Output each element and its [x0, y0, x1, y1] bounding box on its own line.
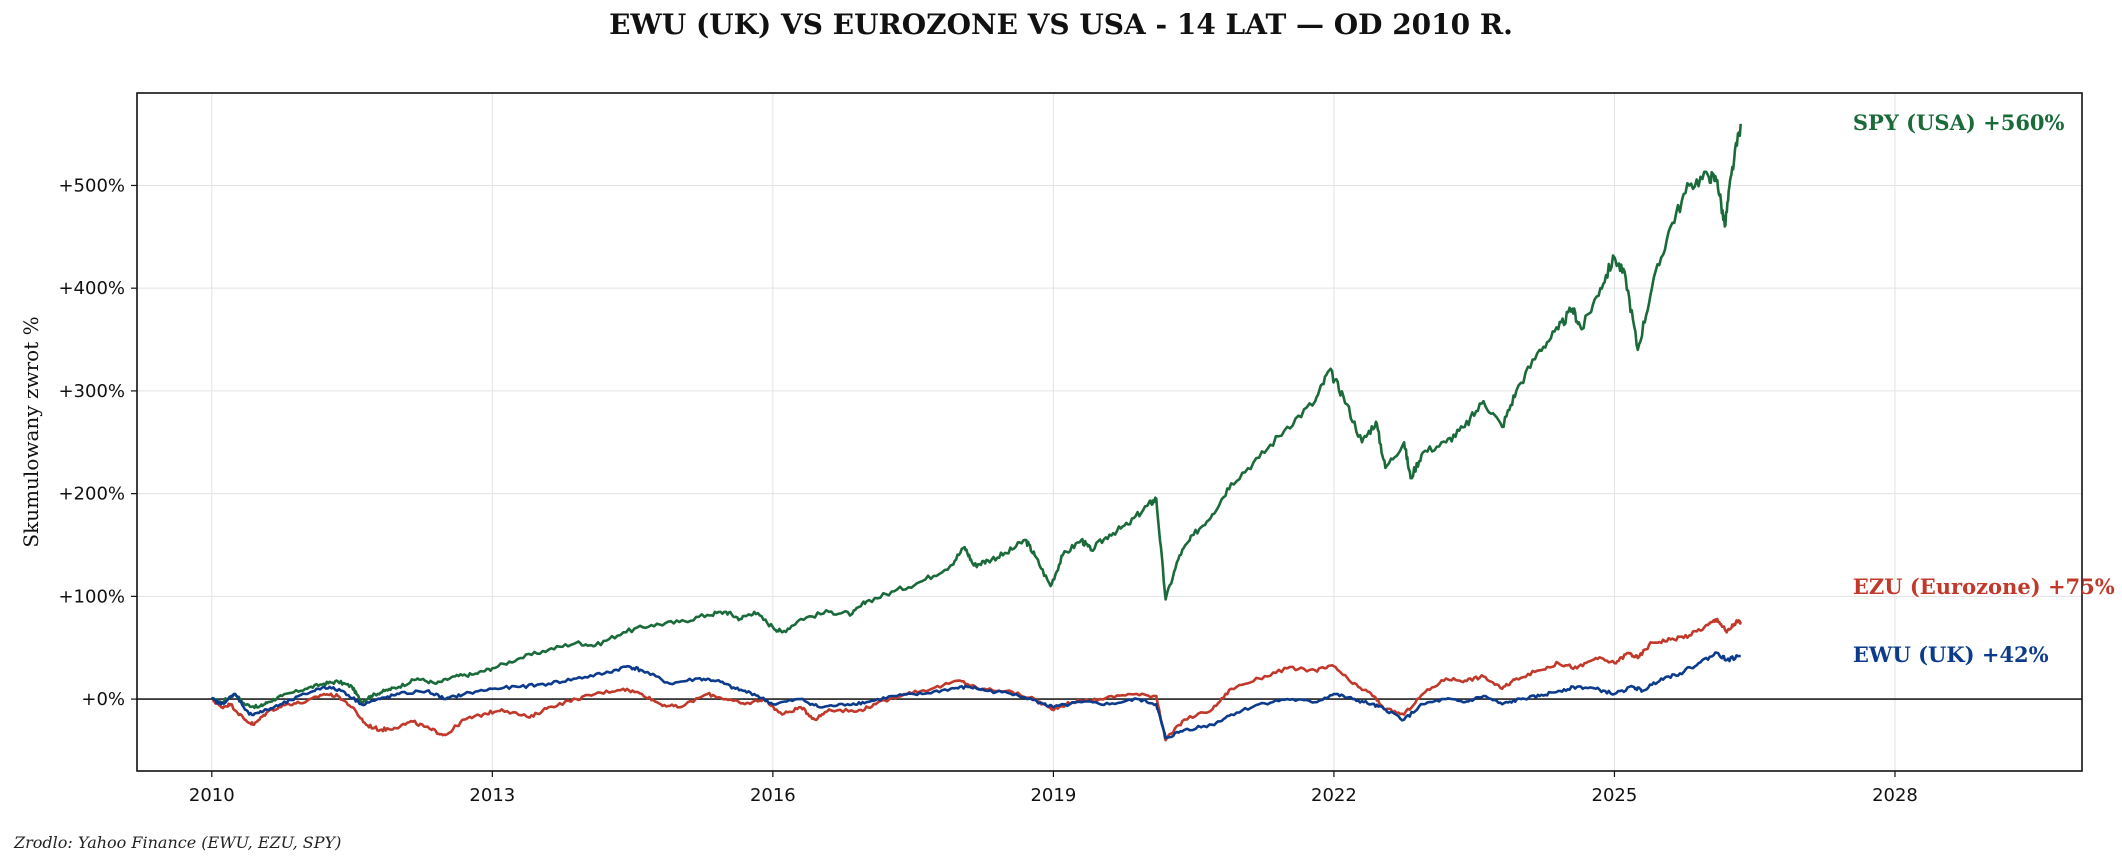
- y-tick-label: +0%: [81, 689, 125, 710]
- series-line: [211, 617, 1742, 742]
- x-tick-label: 2022: [1311, 785, 1357, 806]
- y-axis-label: Skumulowany zwrot %: [19, 316, 43, 547]
- x-tick-label: 2013: [469, 785, 515, 806]
- y-tick-label: +200%: [58, 484, 125, 505]
- x-tick-label: 2025: [1592, 785, 1638, 806]
- source-note: Zrodlo: Yahoo Finance (EWU, EZU, SPY): [14, 833, 342, 852]
- x-tick-label: 2019: [1030, 785, 1076, 806]
- series-line: [210, 651, 1741, 740]
- series-end-label: EZU (Eurozone) +75%: [1853, 574, 2115, 599]
- y-tick-label: +300%: [58, 381, 125, 402]
- series-end-labels: SPY (USA) +560% EZU (Eurozone) +75% EWU (U…: [1853, 110, 2115, 667]
- series-end-label: EWU (UK) +42%: [1853, 642, 2049, 667]
- series-line: [210, 123, 1742, 710]
- x-tick-label: 2028: [1872, 785, 1918, 806]
- series-end-label: SPY (USA) +560%: [1853, 110, 2065, 135]
- series-group: [210, 123, 1742, 742]
- chart-title: EWU (UK) VS EUROZONE VS USA - 14 LAT — O…: [609, 8, 1513, 41]
- y-tick-label: +500%: [58, 175, 125, 196]
- y-tick-label: +400%: [58, 278, 125, 299]
- x-tick-label: 2016: [750, 785, 796, 806]
- axis-ticks: 2010 2013 2016 2019 2022 2025 2028 +0% +100% +200…: [58, 175, 1917, 806]
- plot-frame: [136, 92, 2083, 772]
- grid: [137, 93, 2082, 771]
- y-tick-label: +100%: [58, 586, 125, 607]
- x-tick-label: 2010: [189, 785, 235, 806]
